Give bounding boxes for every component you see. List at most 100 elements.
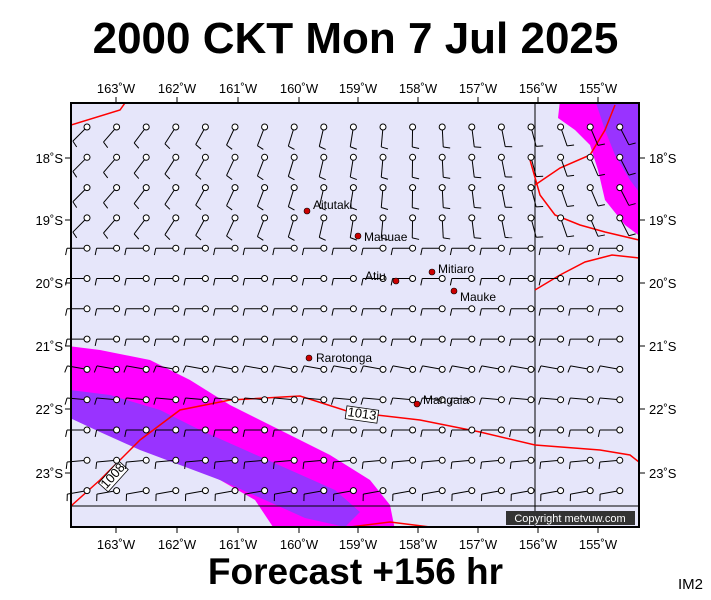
wind-barb-station <box>438 244 446 252</box>
wind-barb-feather <box>271 365 275 373</box>
wind-barb-station <box>409 123 417 131</box>
wind-barb-station <box>142 426 150 434</box>
wind-barb-feather <box>538 397 542 405</box>
top-label-159w: 159˚W <box>339 81 378 96</box>
wind-barb-feather <box>567 365 571 373</box>
wind-barb-station <box>113 305 121 313</box>
wind-barb-station <box>113 214 121 222</box>
bottom-label-158w: 158˚W <box>399 537 438 552</box>
wind-barb-feather <box>390 397 394 405</box>
wind-barb-station <box>349 365 357 373</box>
place-label-mitiaro: Mitiaro <box>438 262 474 276</box>
top-label-157w: 157˚W <box>459 81 498 96</box>
wind-barb-station <box>409 275 417 282</box>
wind-barb-feather <box>288 206 295 211</box>
wind-barb-feather <box>242 278 246 286</box>
wind-barb-feather <box>598 461 601 470</box>
wind-barb-station <box>468 396 476 404</box>
wind-barb-feather <box>195 235 202 241</box>
top-label-163w: 163˚W <box>97 81 136 96</box>
wind-barb-station <box>172 335 180 343</box>
wind-barb-feather <box>319 206 326 211</box>
wind-barb-station <box>320 244 328 252</box>
wind-barb-feather <box>164 143 171 150</box>
wind-barb-feather <box>164 204 171 210</box>
wind-barb-feather <box>361 308 364 316</box>
wind-barb-station <box>231 184 239 192</box>
wind-barb-station <box>616 153 624 161</box>
wind-barb-station <box>379 335 387 343</box>
wind-barb-station <box>349 184 357 192</box>
wind-barb-station <box>172 426 180 434</box>
wind-barb-feather <box>319 146 326 150</box>
right-label-21s: 21˚S <box>649 339 677 354</box>
wind-barb-station <box>497 305 505 313</box>
wind-barb-feather <box>242 338 246 347</box>
wind-barb-station <box>142 487 150 495</box>
place-label-manuae: Manuae <box>364 230 408 244</box>
wind-barb-station <box>557 153 565 161</box>
island-manuae <box>354 232 362 240</box>
wind-barb-station <box>290 396 298 404</box>
wind-barb-station <box>616 456 624 464</box>
wind-barb-station <box>231 335 239 343</box>
wind-barb-station <box>409 244 417 252</box>
wind-barb-feather <box>350 176 357 181</box>
wind-barb-feather <box>420 338 423 347</box>
wind-barb-station <box>379 396 387 404</box>
wind-barb-station <box>231 487 239 495</box>
wind-barb-feather <box>350 146 357 150</box>
wind-barb-feather <box>412 176 420 180</box>
wind-barb-feather <box>94 397 98 405</box>
wind-barb-station <box>142 456 150 464</box>
wind-barb-station <box>113 123 121 131</box>
island-mauke <box>450 287 458 295</box>
wind-barb-station <box>616 365 624 373</box>
wind-barb-station <box>527 365 535 373</box>
wind-barb-station <box>616 184 624 192</box>
wind-barb-station <box>83 426 91 434</box>
wind-barb-feather <box>213 429 216 437</box>
wind-barb-feather <box>242 248 246 256</box>
right-label-20s: 20˚S <box>649 276 677 291</box>
wind-barb-feather <box>474 176 482 179</box>
wind-barb-feather <box>568 429 571 437</box>
wind-barb-station <box>320 335 328 343</box>
wind-barb-station <box>172 214 180 222</box>
wind-barb-station <box>616 305 624 313</box>
wind-barb-feather <box>443 146 451 149</box>
wind-barb-station <box>438 153 446 161</box>
wind-barb-feather <box>153 278 157 286</box>
wind-barb-feather <box>568 461 571 470</box>
wind-barb-station <box>142 396 150 404</box>
wind-barb-station <box>172 244 180 252</box>
wind-barb-station <box>261 153 269 161</box>
wind-barb-station <box>379 214 387 222</box>
wind-barb-feather <box>94 308 98 316</box>
wind-barb-feather <box>272 429 275 437</box>
wind-barb-feather <box>443 176 451 179</box>
wind-barb-station <box>320 153 328 161</box>
wind-barb-feather <box>479 278 482 286</box>
wind-barb-station <box>349 305 357 313</box>
wind-barb-feather <box>628 172 636 176</box>
wind-barb-station <box>349 244 357 252</box>
wind-barb-feather <box>567 174 575 177</box>
wind-barb-station <box>438 123 446 131</box>
wind-barb-station <box>586 123 594 131</box>
wind-barb-feather <box>568 278 571 286</box>
wind-barb-station <box>349 275 357 282</box>
wind-barb-station <box>349 214 357 222</box>
image-tag: IM2 <box>677 576 703 593</box>
wind-barb-station <box>261 305 269 313</box>
wind-barb-station <box>320 396 328 404</box>
wind-barb-station <box>261 184 269 192</box>
wind-barb-station <box>349 426 357 434</box>
wind-barb-feather <box>272 461 275 470</box>
wind-barb-feather <box>449 308 453 316</box>
wind-barb-station <box>142 184 150 192</box>
wind-barb-feather <box>509 429 512 437</box>
wind-barb-station <box>290 123 298 131</box>
wind-barb-feather <box>288 145 295 150</box>
wind-barb-station <box>409 426 417 434</box>
